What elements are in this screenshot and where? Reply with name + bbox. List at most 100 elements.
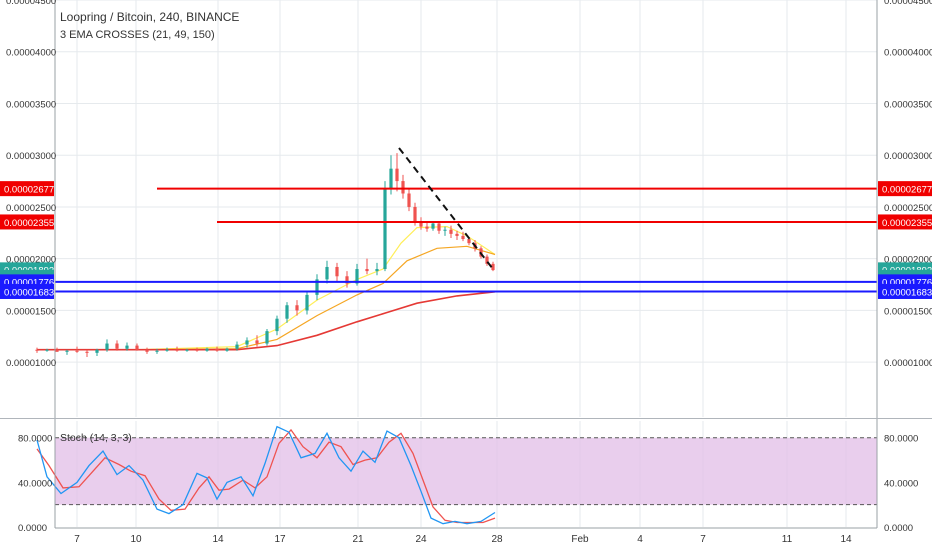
- candle-body: [255, 340, 259, 344]
- x-tick-label: 4: [637, 534, 643, 545]
- horizontal-lines[interactable]: [55, 147, 877, 293]
- candle-body: [205, 348, 209, 351]
- y-tick-label-right: 0.00002500: [884, 203, 932, 214]
- candle-body: [425, 226, 429, 229]
- candle-body: [65, 350, 69, 352]
- candle-body: [419, 221, 423, 227]
- candle-body: [375, 269, 379, 272]
- symbol-title: Loopring / Bitcoin, 240, BINANCE: [60, 10, 239, 24]
- x-tick-label: 28: [491, 534, 503, 545]
- candle-body: [407, 193, 411, 207]
- candle-body: [295, 305, 299, 311]
- candle-body: [437, 223, 441, 231]
- candle: [165, 347, 169, 352]
- candle-body: [185, 349, 189, 351]
- y-tick-label-left: 0.00001500: [6, 306, 56, 317]
- candle: [395, 153, 399, 192]
- price-labels: 0.00002677 0.00002677 0.00002355 0.00002355…: [0, 181, 932, 299]
- candle: [455, 230, 459, 241]
- candle-body: [383, 188, 387, 270]
- stoch-tick-right: 80.0000: [884, 434, 918, 445]
- candle-body: [275, 318, 279, 332]
- candle: [461, 231, 465, 242]
- x-tick-label: 24: [415, 534, 427, 545]
- candle-body: [175, 349, 179, 351]
- ema-21-line: [37, 225, 496, 351]
- candle-body: [235, 344, 239, 349]
- stoch-tick-right: 0.0000: [884, 523, 913, 534]
- candle-body: [115, 343, 119, 349]
- stoch-tick-left: 0.0000: [18, 523, 47, 534]
- candle: [185, 348, 189, 352]
- candle: [443, 226, 447, 236]
- candle: [365, 258, 369, 275]
- support-price-label: 0.00001776: [4, 278, 54, 289]
- resistance-price-label: 0.00002355: [882, 218, 932, 229]
- y-tick-label-right: 0.00002000: [884, 255, 932, 266]
- x-tick-label: 10: [130, 534, 142, 545]
- candle: [335, 262, 339, 282]
- y-tick-label-right: 0.00001500: [884, 306, 932, 317]
- support-price-label: 0.00001776: [882, 278, 932, 289]
- candle-body: [389, 168, 393, 189]
- x-tick-label: 11: [782, 534, 793, 545]
- y-tick-label-right: 0.00004500: [884, 0, 932, 7]
- candle-body: [431, 223, 435, 229]
- candle-body: [105, 343, 109, 350]
- candle-body: [305, 294, 309, 311]
- candle-body: [491, 263, 495, 271]
- candle-body: [365, 269, 369, 272]
- price-label-box: [878, 181, 932, 197]
- candle-body: [461, 235, 465, 240]
- candle-body: [443, 229, 447, 231]
- candle: [85, 349, 89, 357]
- candle: [485, 254, 489, 266]
- candle: [205, 347, 209, 352]
- candle: [345, 271, 349, 288]
- price-label-box: [0, 181, 54, 197]
- y-tick-label-left: 0.00002500: [6, 203, 56, 214]
- candle-body: [35, 349, 39, 351]
- candle-body: [285, 305, 289, 319]
- candle: [305, 291, 309, 315]
- candle-body: [95, 349, 99, 353]
- candle: [225, 347, 229, 352]
- candle: [255, 335, 259, 347]
- candles: [35, 153, 495, 357]
- candle-body: [245, 340, 249, 345]
- candle-body: [413, 206, 417, 222]
- candle-body: [145, 349, 149, 352]
- y-tick-label-right: 0.00001000: [884, 358, 932, 369]
- trend-line[interactable]: [398, 147, 494, 270]
- stoch-band: [55, 437, 877, 505]
- candle: [275, 315, 279, 336]
- x-tick-label: Feb: [571, 534, 589, 545]
- candle-body: [355, 269, 359, 284]
- candle: [175, 346, 179, 352]
- candle-body: [135, 345, 139, 350]
- candle-body: [315, 279, 319, 295]
- x-tick-label: 17: [274, 534, 286, 545]
- price-label-box: [0, 283, 54, 299]
- candle: [425, 222, 429, 232]
- y-tick-label-left: 0.00003000: [6, 151, 56, 162]
- stoch-title: Stoch (14, 3, 3): [60, 432, 132, 444]
- stoch-tick-left: 40.0000: [18, 478, 52, 489]
- x-tick-label: 7: [700, 534, 706, 545]
- candle: [449, 225, 453, 238]
- candle: [245, 337, 249, 348]
- candle-body: [195, 349, 199, 351]
- candle-body: [325, 266, 329, 280]
- support-price-label: 0.00001683: [4, 287, 54, 298]
- stoch-d-line: [36, 428, 496, 524]
- candle-body: [455, 233, 459, 236]
- y-tick-label-right: 0.00003500: [884, 99, 932, 110]
- candle: [295, 300, 299, 316]
- y-tick-label-left: 0.00004000: [6, 48, 56, 59]
- candle-body: [467, 239, 471, 244]
- candle: [195, 347, 199, 352]
- candle: [375, 262, 379, 276]
- stochastic-pane: Stoch (14, 3, 3) 0.0000 0.0000 40.0000 40.00…: [18, 425, 918, 534]
